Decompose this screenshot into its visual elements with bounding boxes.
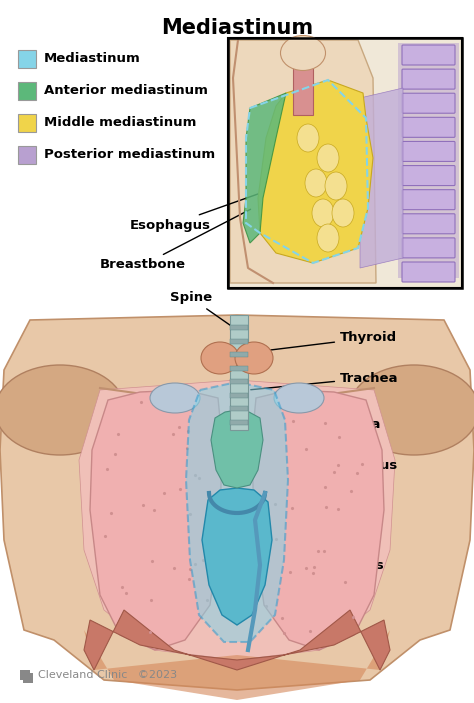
Ellipse shape xyxy=(317,144,339,172)
Bar xyxy=(18,82,36,100)
Polygon shape xyxy=(230,40,376,283)
Bar xyxy=(18,50,36,68)
Text: Lungs: Lungs xyxy=(332,558,385,588)
Bar xyxy=(293,40,313,115)
Polygon shape xyxy=(0,315,474,690)
Bar xyxy=(20,670,30,680)
Bar xyxy=(230,380,248,385)
Text: Thymus: Thymus xyxy=(263,456,398,472)
FancyBboxPatch shape xyxy=(402,93,455,113)
Bar xyxy=(230,325,248,330)
Ellipse shape xyxy=(274,383,324,413)
Text: Trachea: Trachea xyxy=(251,371,399,389)
Ellipse shape xyxy=(312,199,334,227)
FancyBboxPatch shape xyxy=(402,69,455,89)
FancyBboxPatch shape xyxy=(402,238,455,258)
Ellipse shape xyxy=(150,383,200,413)
Text: Aorta: Aorta xyxy=(267,418,382,491)
Text: Middle mediastinum: Middle mediastinum xyxy=(44,117,196,129)
Bar xyxy=(230,393,248,398)
Text: Posterior mediastinum: Posterior mediastinum xyxy=(44,148,215,162)
Ellipse shape xyxy=(281,35,326,70)
Bar xyxy=(18,146,36,164)
Polygon shape xyxy=(360,88,403,268)
FancyBboxPatch shape xyxy=(402,214,455,234)
Ellipse shape xyxy=(332,199,354,227)
FancyBboxPatch shape xyxy=(402,262,455,282)
Ellipse shape xyxy=(349,365,474,455)
FancyBboxPatch shape xyxy=(402,141,455,162)
Bar xyxy=(228,38,462,288)
Polygon shape xyxy=(84,630,390,700)
Text: Spine: Spine xyxy=(170,292,235,328)
Polygon shape xyxy=(186,382,288,642)
Ellipse shape xyxy=(201,342,239,374)
Bar xyxy=(230,339,248,344)
Text: Breastbone: Breastbone xyxy=(100,209,251,271)
Ellipse shape xyxy=(297,124,319,152)
Bar xyxy=(230,366,248,370)
Bar xyxy=(228,38,462,288)
Ellipse shape xyxy=(317,224,339,252)
Polygon shape xyxy=(211,410,263,488)
Bar xyxy=(23,673,33,683)
Text: Thyroid: Thyroid xyxy=(257,332,397,352)
Ellipse shape xyxy=(305,169,327,197)
Text: Anterior mediastinum: Anterior mediastinum xyxy=(44,84,208,98)
Bar xyxy=(0,310,474,690)
Text: Cleveland Clinic   ©2023: Cleveland Clinic ©2023 xyxy=(38,670,177,680)
Bar xyxy=(398,43,459,278)
Ellipse shape xyxy=(325,172,347,200)
Bar xyxy=(18,114,36,132)
Polygon shape xyxy=(84,610,390,670)
Bar xyxy=(230,406,248,411)
Text: Heart: Heart xyxy=(271,508,382,554)
Ellipse shape xyxy=(235,342,273,374)
Polygon shape xyxy=(258,80,373,263)
Text: Mediastinum: Mediastinum xyxy=(161,18,313,38)
Polygon shape xyxy=(243,93,286,243)
FancyBboxPatch shape xyxy=(402,117,455,137)
Bar xyxy=(230,352,248,357)
FancyBboxPatch shape xyxy=(402,190,455,209)
Text: Mediastinum: Mediastinum xyxy=(44,53,141,65)
FancyBboxPatch shape xyxy=(402,165,455,186)
Polygon shape xyxy=(79,380,395,660)
Polygon shape xyxy=(252,390,384,650)
Text: Esophagus: Esophagus xyxy=(130,179,301,231)
FancyBboxPatch shape xyxy=(402,45,455,65)
Polygon shape xyxy=(202,488,272,625)
Ellipse shape xyxy=(0,365,125,455)
Polygon shape xyxy=(90,390,222,650)
Bar xyxy=(230,420,248,425)
Bar xyxy=(230,315,248,430)
